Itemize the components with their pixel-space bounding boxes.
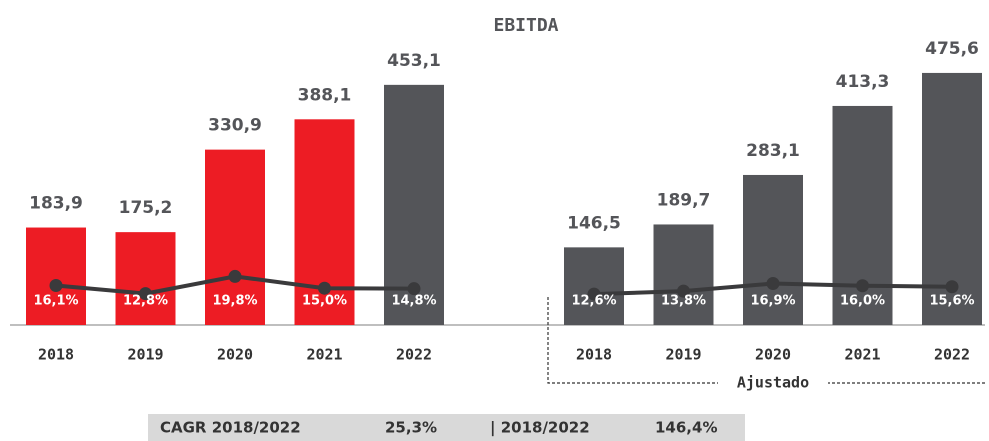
annotation-bg xyxy=(718,373,828,393)
margin-label: 14,8% xyxy=(391,294,436,309)
data-label: 189,7 xyxy=(657,190,711,210)
bar xyxy=(26,227,86,325)
data-label: 183,9 xyxy=(29,194,83,214)
x-tick-label: 2021 xyxy=(844,346,880,364)
margin-marker xyxy=(407,282,421,296)
margin-marker xyxy=(318,281,331,295)
margin-label: 15,6% xyxy=(929,294,974,309)
margin-label: 12,8% xyxy=(123,294,168,309)
data-label: 413,3 xyxy=(836,72,890,92)
margin-label: 19,8% xyxy=(212,294,257,309)
bar xyxy=(115,232,176,325)
x-tick-label: 2019 xyxy=(665,346,701,364)
margin-label: 16,9% xyxy=(750,294,795,309)
chart-title: EBITDA xyxy=(493,15,558,36)
bracket xyxy=(547,297,985,384)
margin-label: 16,0% xyxy=(840,294,885,309)
margin-marker xyxy=(228,269,242,283)
x-tick-label: 2018 xyxy=(576,346,612,364)
footer-text: | 2018/2022 xyxy=(490,419,590,438)
bar xyxy=(205,149,265,325)
data-label: 283,1 xyxy=(746,141,800,161)
margin-marker xyxy=(945,280,959,294)
bar xyxy=(743,174,803,325)
footer-text: 25,3% xyxy=(385,419,437,437)
x-tick-label: 2021 xyxy=(306,346,342,364)
annotation: Ajustado xyxy=(737,374,809,392)
bar xyxy=(653,224,714,325)
x-tick-label: 2022 xyxy=(396,346,432,364)
footer-text: 146,4% xyxy=(655,419,717,437)
margin-marker xyxy=(677,284,690,298)
margin-marker xyxy=(139,287,152,301)
bar xyxy=(564,247,624,325)
margin-marker xyxy=(49,278,63,292)
margin-label: 15,0% xyxy=(302,294,347,309)
margin-marker xyxy=(587,287,601,301)
x-tick-label: 2018 xyxy=(38,346,74,364)
margin-label: 13,8% xyxy=(661,294,706,309)
data-label: 475,6 xyxy=(925,39,979,59)
data-label: 146,5 xyxy=(567,213,621,233)
x-tick-label: 2020 xyxy=(755,346,791,364)
margin-marker xyxy=(856,279,869,293)
x-tick-label: 2019 xyxy=(127,346,163,364)
data-label: 175,2 xyxy=(119,198,173,218)
x-tick-label: 2022 xyxy=(934,346,970,364)
data-label: 453,1 xyxy=(387,51,441,71)
margin-marker xyxy=(766,277,780,291)
x-tick-label: 2020 xyxy=(217,346,253,364)
footer-box xyxy=(148,414,745,441)
footer-text: CAGR 2018/2022 xyxy=(160,419,301,437)
margin-label: 12,6% xyxy=(571,294,616,309)
data-label: 388,1 xyxy=(298,85,352,105)
data-label: 330,9 xyxy=(208,116,262,136)
margin-label: 16,1% xyxy=(33,294,78,309)
